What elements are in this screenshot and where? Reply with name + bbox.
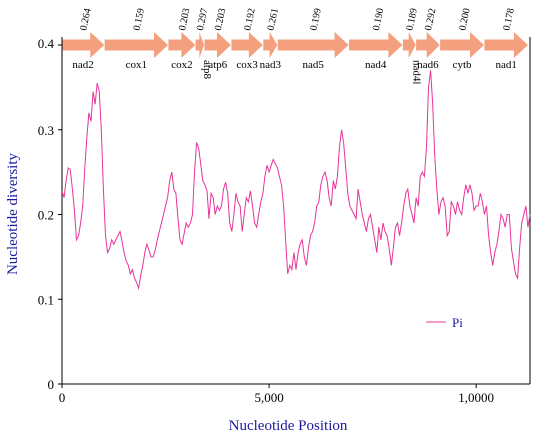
gene-arrow-atp8 xyxy=(195,32,205,58)
y-tick-label: 0.4 xyxy=(38,36,55,51)
y-tick-label: 0 xyxy=(48,377,55,392)
gene-arrow-nad6 xyxy=(416,32,440,58)
gene-name-label: nad3 xyxy=(260,59,282,71)
gene-pi-label: 0.200 xyxy=(457,7,472,31)
gene-pi-label: 0.190 xyxy=(371,7,386,31)
gene-name-label: nad5 xyxy=(302,59,324,71)
gene-pi-label: 0.199 xyxy=(308,7,323,31)
gene-name-label: atp8 xyxy=(201,60,213,79)
gene-name-label: cox1 xyxy=(126,59,147,71)
y-tick-label: 0.3 xyxy=(38,123,54,138)
y-tick-label: 0.1 xyxy=(38,292,54,307)
gene-arrow-atp6 xyxy=(204,32,231,58)
gene-name-label: cox3 xyxy=(236,59,258,71)
gene-arrow-nad4 xyxy=(349,32,403,58)
y-axis-title: Nucleotide diversity xyxy=(5,152,21,275)
gene-name-label: cytb xyxy=(453,59,472,71)
gene-arrow-nad2 xyxy=(62,32,105,58)
y-tick-label: 0.2 xyxy=(38,208,54,223)
gene-pi-label: 0.264 xyxy=(78,7,93,31)
gene-name-label: nad4 xyxy=(365,59,387,71)
x-axis-title: Nucleotide Position xyxy=(229,418,348,434)
legend-label-pi: Pi xyxy=(452,315,463,330)
gene-pi-label: 0.178 xyxy=(501,7,516,31)
gene-pi-label: 0.261 xyxy=(265,7,280,31)
gene-name-label: nad4l xyxy=(410,60,422,84)
gene-pi-label: 0.292 xyxy=(423,7,438,31)
gene-name-label: nad6 xyxy=(417,59,439,71)
gene-name-label: atp6 xyxy=(208,59,227,71)
gene-pi-label: 0.297 xyxy=(195,7,210,31)
gene-map: 0.264 nad2 0.159 cox1 0.203 cox2 0.297 atp8 0.20… xyxy=(62,7,528,84)
x-tick-label: 5,000 xyxy=(254,390,283,405)
gene-pi-label: 0.159 xyxy=(132,7,147,31)
gene-arrow-cytb xyxy=(440,32,485,58)
gene-name-label: nad1 xyxy=(495,59,516,71)
gene-pi-label: 0.192 xyxy=(242,7,257,31)
y-axis-ticks: 0 0.1 0.2 0.3 0.4 xyxy=(38,36,62,392)
gene-arrow-cox2 xyxy=(168,32,196,58)
gene-arrow-nad3 xyxy=(263,32,278,58)
gene-name-label: nad2 xyxy=(72,59,93,71)
gene-pi-label: 0.189 xyxy=(404,7,419,31)
x-axis-ticks: 0 5,000 1,0000 xyxy=(59,384,494,405)
gene-arrow-nad4l xyxy=(402,32,416,58)
legend: Pi xyxy=(426,315,463,330)
gene-arrow-nad1 xyxy=(484,32,528,58)
plot-frame xyxy=(61,37,531,385)
x-tick-label: 0 xyxy=(59,390,66,405)
x-tick-label: 1,0000 xyxy=(458,390,494,405)
gene-arrow-nad5 xyxy=(277,32,349,58)
gene-pi-label: 0.203 xyxy=(177,7,192,31)
gene-name-label: cox2 xyxy=(171,59,192,71)
series-line-pi xyxy=(61,70,531,291)
gene-pi-label: 0.203 xyxy=(213,7,228,31)
gene-arrow-cox3 xyxy=(231,32,263,58)
gene-arrow-cox1 xyxy=(104,32,169,58)
